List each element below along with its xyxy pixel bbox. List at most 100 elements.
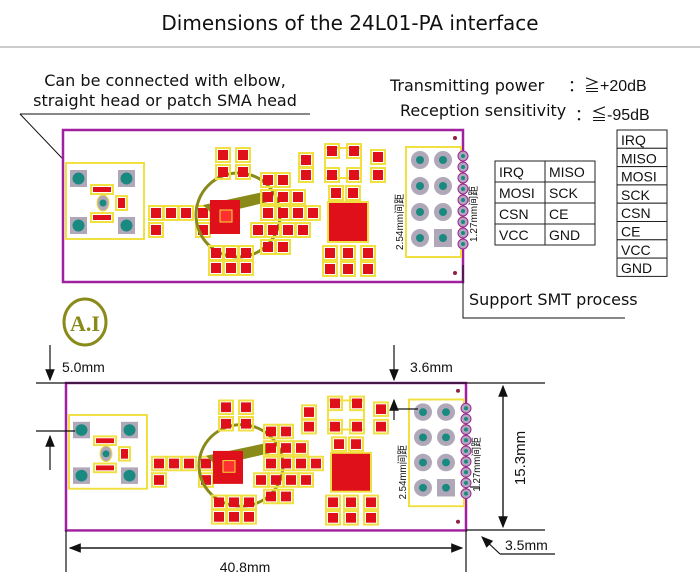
smd-pad (363, 248, 373, 258)
pad-silk (349, 418, 365, 435)
header-hole (416, 234, 424, 242)
pad-silk (325, 510, 341, 526)
pad-silk (90, 212, 114, 223)
pad-silk (363, 494, 379, 511)
sma-ground-hole (120, 172, 133, 185)
smd-pad (373, 170, 383, 180)
crystal-silk (327, 399, 365, 431)
pad-silk (115, 195, 128, 211)
smd-pad (349, 146, 359, 156)
transceiver-chip (327, 201, 369, 243)
pad-silk (346, 167, 362, 183)
pad-silk (373, 401, 389, 417)
pad-silk (301, 418, 317, 435)
smd-pad (229, 512, 239, 522)
smd-pad (226, 248, 236, 258)
smd-pad (166, 208, 176, 218)
smd-pad (226, 263, 236, 273)
pad-silk (241, 509, 257, 525)
pitch-127-label: 1.27mm间距 (470, 437, 483, 492)
smd-pad (296, 458, 306, 469)
edge-pin-hole (464, 427, 468, 432)
pad-silk (90, 184, 114, 195)
tx-power-label: Transmitting power (389, 76, 545, 95)
smd-pad (263, 192, 273, 202)
sma-ground-hole (123, 469, 136, 482)
page-title: Dimensions of the 24L01-PA interface (161, 11, 538, 35)
pin-label: CE (549, 206, 568, 222)
edge-pin-hole (464, 480, 468, 485)
sma-ground-hole (75, 469, 88, 482)
pin-label: VCC (499, 227, 529, 243)
dim-header-offset: 3.6mm (410, 359, 453, 375)
smd-pad (221, 402, 231, 413)
pad-silk (235, 164, 251, 180)
smd-pad (304, 421, 314, 432)
smd-pad (218, 167, 228, 177)
transceiver-chip (330, 451, 372, 493)
pin-label: CSN (499, 206, 529, 222)
smd-pad (238, 150, 248, 160)
smd-pad (241, 418, 251, 429)
smd-pad (96, 465, 114, 471)
edge-pin-hole (461, 176, 465, 180)
sma-ground-hole (123, 424, 136, 436)
rx-sens-value: ：≦-95dB (575, 106, 650, 124)
smd-pad (330, 398, 340, 409)
smd-pad (352, 398, 362, 409)
header-hole (442, 433, 450, 442)
pad-silk (148, 222, 164, 238)
smd-pad (343, 264, 353, 274)
header-hole (416, 182, 424, 190)
mount-dot (453, 271, 457, 275)
smd-pad (346, 497, 356, 508)
pin-label: GND (621, 260, 652, 276)
smt-leader (462, 265, 625, 319)
smd-pad (263, 175, 273, 185)
pin-label: CE (621, 224, 640, 240)
sma-ground-hole (75, 424, 88, 436)
edge-pin-hole (464, 448, 468, 453)
dimension-lines (36, 345, 555, 572)
sma-silk (65, 162, 145, 240)
smd-pad (268, 225, 278, 235)
sma-center-hole (99, 199, 107, 207)
header-hole (416, 208, 424, 216)
smd-pad (328, 497, 338, 508)
pin-label: CSN (621, 205, 651, 221)
smd-pad (278, 192, 288, 202)
smd-pad (311, 458, 321, 469)
smd-pad (151, 225, 161, 235)
smd-pad (93, 215, 111, 220)
pad-silk (181, 455, 197, 472)
smd-pad (238, 167, 248, 177)
pad-silk (324, 143, 340, 159)
smd-pad (334, 439, 344, 449)
pad-silk (215, 147, 231, 163)
smd-pad (331, 188, 341, 198)
pad-silk (324, 167, 340, 183)
smd-pad (363, 264, 373, 274)
smd-pad (241, 263, 251, 273)
pad-silk (238, 260, 254, 276)
smd-pad (214, 497, 224, 508)
smd-pad (325, 264, 335, 274)
smd-pad (201, 458, 211, 469)
edge-pin-hole (461, 231, 465, 235)
sma-note-line1: Can be connected with elbow, (44, 71, 286, 90)
pad-silk (327, 418, 343, 435)
pad-silk (218, 415, 234, 432)
header-hole (439, 208, 447, 216)
dim-width: 40.8mm (220, 559, 271, 575)
smd-pad (121, 448, 128, 459)
smd-pad (218, 150, 228, 160)
smd-pad (93, 187, 111, 192)
edge-pin-hole (464, 470, 468, 475)
pad-silk (308, 455, 324, 472)
pin-label: IRQ (621, 132, 646, 148)
smd-pad (181, 208, 191, 218)
tx-power-value: ：≧+20dB (568, 77, 647, 95)
smd-pad (281, 426, 291, 437)
smd-pad (271, 475, 281, 485)
